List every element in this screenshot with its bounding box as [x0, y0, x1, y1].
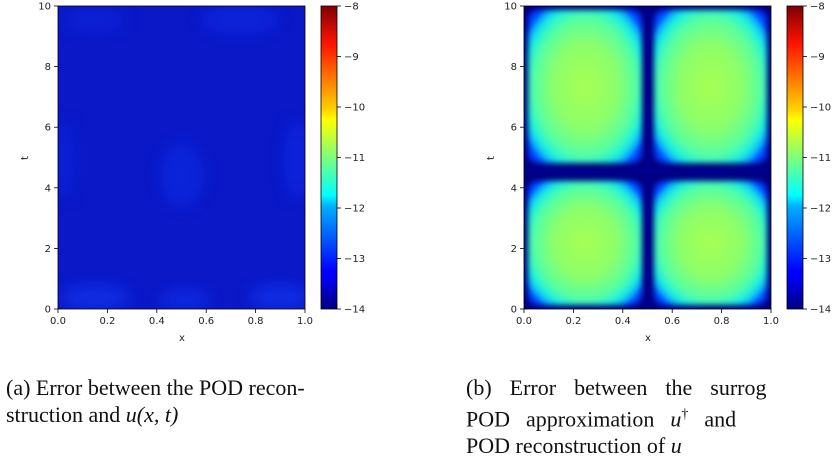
caption-a-text2: struction and — [6, 402, 126, 427]
colorbar-tick-label-a: −12 — [344, 204, 365, 215]
y-tick-label-a: 6 — [45, 123, 51, 134]
cell-bottom-left — [528, 181, 642, 305]
caption-b-math-u2: u — [670, 433, 682, 459]
caption-a-line1: (a) Error between the POD recon- — [6, 374, 305, 401]
heatmap-panel-b: 0.0 0.2 0.4 0.6 0.8 1.0 0 2 4 6 8 10 x t −8 −9 −10 −1… — [486, 2, 831, 345]
colorbar-tick-label-b: −8 — [810, 2, 825, 13]
axes-frame-a — [57, 5, 306, 310]
cell-bottom-right — [654, 181, 767, 305]
x-tick-label-a: 0.8 — [248, 316, 264, 327]
caption-b-line2: POD approximation u† and — [466, 401, 766, 432]
colorbar-tick-label-a: −11 — [344, 153, 365, 164]
y-axis-b: 0 2 4 6 8 10 — [504, 2, 524, 316]
x-tick-label-a: 0.6 — [198, 316, 214, 327]
y-tick-label-b: 8 — [511, 62, 517, 73]
y-tick-label-b: 6 — [511, 123, 517, 134]
axes-frame-b — [523, 5, 772, 310]
colorbar-tick-label-a: −8 — [344, 2, 359, 13]
caption-a-label: (a) — [6, 375, 31, 400]
caption-b-w8: and — [704, 406, 737, 432]
y-tick-label-a: 4 — [45, 183, 51, 194]
colorbar-a — [321, 6, 337, 309]
x-tick-label-b: 0.6 — [664, 316, 680, 327]
caption-b-w2: Error — [509, 375, 557, 400]
colorbar-tick-label-b: −14 — [810, 305, 831, 316]
colorbar-tick-label-a: −10 — [344, 103, 365, 114]
caption-b-w5: surrog — [710, 375, 767, 400]
y-tick-label-b: 4 — [511, 183, 517, 194]
x-tick-label-a: 0.2 — [99, 316, 115, 327]
x-axis-label-a: x — [179, 333, 185, 344]
divider-vertical — [645, 6, 651, 309]
y-axis-a: 0 2 4 6 8 10 — [38, 2, 58, 316]
x-axis-b: 0.0 0.2 0.4 0.6 0.8 1.0 — [516, 309, 779, 327]
caption-b-dagger: † — [681, 407, 689, 422]
x-tick-label-b: 0.2 — [565, 316, 581, 327]
caption-a-text1: Error between the POD recon- — [35, 375, 305, 400]
y-tick-label-a: 10 — [38, 2, 51, 13]
caption-b-w1: (b) — [466, 375, 492, 400]
caption-b-w7: approximation — [526, 406, 655, 432]
x-tick-label-a: 1.0 — [297, 316, 313, 327]
caption-b-math-u: u — [670, 406, 682, 432]
colorbar-ticks-b: −8 −9 −10 −11 −12 −13 −14 — [803, 2, 831, 316]
colorbar-tick-label-b: −9 — [810, 52, 825, 63]
x-tick-label-b: 0.4 — [615, 316, 631, 327]
colorbar-tick-label-a: −9 — [344, 52, 359, 63]
colorbar-tick-label-a: −13 — [344, 254, 365, 265]
x-tick-label-a: 0.4 — [149, 316, 165, 327]
caption-b-w4: the — [665, 375, 693, 400]
cell-top-left — [528, 10, 642, 163]
heatmap-panel-a: 0.0 0.2 0.4 0.6 0.8 1.0 0 2 4 6 8 10 x t −8 −9 −10 −1… — [20, 2, 365, 345]
y-axis-label-b: t — [486, 156, 497, 160]
caption-b-line1: (b) Error between the surrog — [466, 374, 766, 401]
colorbar-ticks-a: −8 −9 −10 −11 −12 −13 −14 — [337, 2, 365, 316]
caption-b-line3: POD reconstruction of u — [466, 432, 766, 459]
colorbar-tick-label-b: −13 — [810, 254, 831, 265]
y-tick-label-b: 10 — [504, 2, 517, 13]
x-axis-a: 0.0 0.2 0.4 0.6 0.8 1.0 — [50, 309, 313, 327]
y-axis-label-a: t — [20, 156, 31, 160]
cell-top-right — [654, 10, 767, 163]
colorbar-tick-label-b: −10 — [810, 103, 831, 114]
colorbar-tick-label-b: −12 — [810, 204, 831, 215]
colorbar-b — [787, 6, 803, 309]
y-tick-label-a: 8 — [45, 62, 51, 73]
colorbar-tick-label-b: −11 — [810, 153, 831, 164]
heatmap-field-b — [524, 6, 771, 309]
x-tick-label-b: 0.0 — [516, 316, 532, 327]
caption-a: (a) Error between the POD recon- structi… — [6, 374, 305, 428]
y-tick-label-a: 2 — [45, 244, 51, 255]
x-tick-label-a: 0.0 — [50, 316, 66, 327]
y-tick-label-b: 2 — [511, 244, 517, 255]
x-tick-label-b: 0.8 — [714, 316, 730, 327]
caption-a-line2: struction and u(x, t) — [6, 401, 305, 428]
caption-b-text3: POD reconstruction of — [466, 433, 671, 459]
divider-horizontal — [524, 169, 771, 174]
y-tick-label-b: 0 — [511, 305, 517, 316]
heatmap-field-a — [58, 6, 305, 309]
caption-b: (b) Error between the surrog POD approximatio… — [466, 374, 766, 459]
colorbar-tick-label-a: −14 — [344, 305, 365, 316]
x-tick-label-b: 1.0 — [763, 316, 779, 327]
caption-b-w3: between — [574, 375, 648, 400]
x-axis-label-b: x — [645, 333, 651, 344]
y-tick-label-a: 0 — [45, 305, 51, 316]
caption-b-w6: POD — [466, 406, 511, 432]
caption-a-math: u(x, t) — [125, 402, 179, 427]
